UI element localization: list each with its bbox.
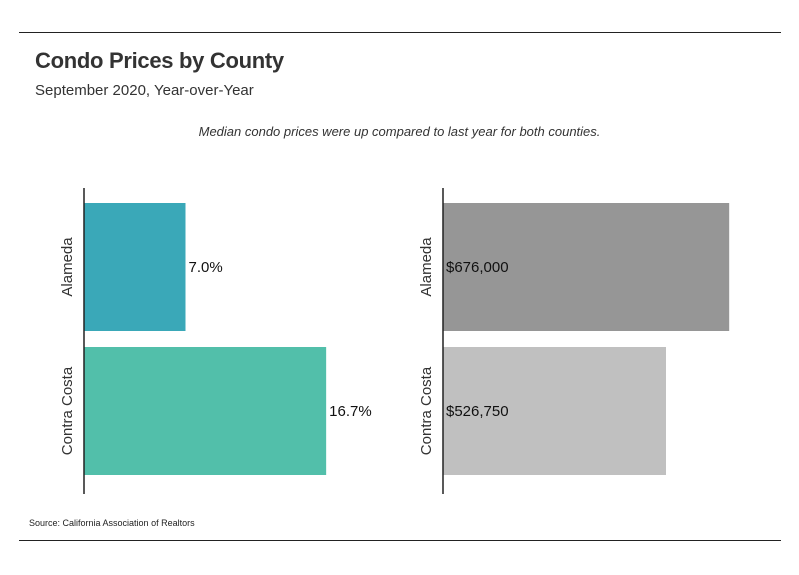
- value-label-price-alameda: $676,000: [446, 259, 509, 276]
- bar-price-alameda: [443, 203, 730, 331]
- value-label-pct-alameda: 7.0%: [189, 259, 223, 276]
- category-label-pct-contra-costa: Contra Costa: [59, 366, 76, 455]
- bar-price-contra-costa: [443, 347, 667, 475]
- bar-pct-contra-costa: [84, 347, 327, 475]
- top-rule: [19, 32, 781, 33]
- bar-pct-alameda: [84, 203, 186, 331]
- category-label-pct-alameda: Alameda: [59, 237, 76, 297]
- value-label-price-contra-costa: $526,750: [446, 403, 509, 420]
- source-note: Source: California Association of Realto…: [29, 518, 195, 528]
- value-label-pct-contra-costa: 16.7%: [329, 403, 372, 420]
- chart-annotation: Median condo prices were up compared to …: [198, 124, 601, 139]
- chart-title: Condo Prices by County: [35, 48, 284, 73]
- chart-subtitle: September 2020, Year-over-Year: [35, 82, 254, 99]
- category-label-price-contra-costa: Contra Costa: [418, 366, 435, 455]
- category-label-price-alameda: Alameda: [418, 237, 435, 297]
- bottom-rule: [19, 540, 781, 541]
